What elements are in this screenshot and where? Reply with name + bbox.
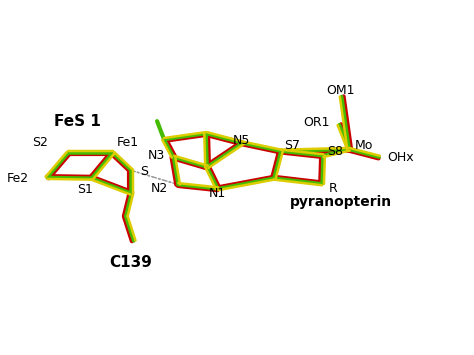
Text: S1: S1 (78, 183, 93, 196)
Text: N2: N2 (151, 181, 168, 195)
Text: S8: S8 (327, 144, 343, 158)
Text: R: R (328, 182, 337, 195)
Text: C139: C139 (109, 255, 152, 269)
Text: S2: S2 (32, 136, 48, 149)
Text: N1: N1 (209, 187, 227, 200)
Text: Fe1: Fe1 (117, 136, 138, 149)
Text: pyranopterin: pyranopterin (290, 195, 392, 209)
Text: FeS 1: FeS 1 (54, 114, 101, 129)
Text: OHx: OHx (388, 151, 414, 164)
Text: OM1: OM1 (327, 84, 355, 97)
Text: N5: N5 (233, 134, 250, 147)
Text: S: S (140, 165, 148, 178)
Text: Fe2: Fe2 (6, 172, 28, 185)
Text: OR1: OR1 (303, 116, 330, 130)
Text: Mo: Mo (355, 139, 373, 152)
Text: S7: S7 (284, 139, 300, 152)
Text: N3: N3 (148, 149, 165, 162)
